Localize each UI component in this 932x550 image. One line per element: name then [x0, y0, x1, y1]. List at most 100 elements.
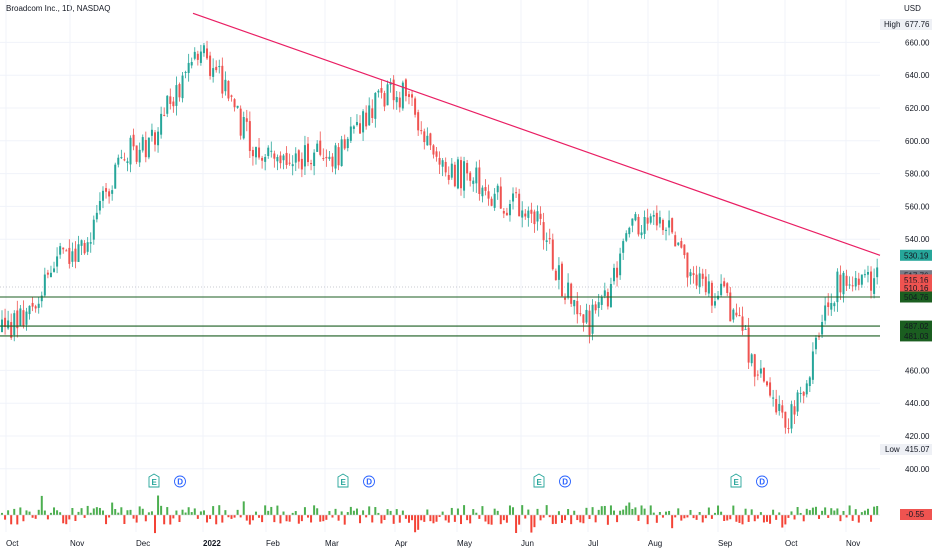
candle-body	[655, 212, 658, 226]
volume-bar	[22, 515, 25, 522]
candle-body	[536, 211, 539, 222]
candle-body	[380, 88, 383, 93]
volume-bar	[224, 510, 227, 515]
candle-body	[160, 113, 163, 135]
candle-body	[876, 267, 879, 278]
candle-body	[215, 66, 218, 71]
candle-body	[539, 213, 542, 219]
volume-bar	[334, 508, 337, 515]
volume-bar	[821, 510, 824, 515]
candle-body	[762, 367, 765, 382]
candle-body	[560, 263, 563, 297]
time-axis-label: Oct	[785, 539, 798, 548]
candle-body	[496, 185, 499, 193]
candle-body	[606, 292, 609, 307]
candle-body	[720, 283, 723, 296]
candle-body	[53, 268, 56, 272]
volume-bar	[251, 515, 254, 521]
candle-body	[447, 174, 450, 180]
candle-body	[355, 122, 358, 125]
volume-bar	[355, 508, 358, 515]
price-tag	[900, 282, 932, 294]
candle-body	[845, 275, 848, 286]
candle-body	[68, 247, 71, 264]
candle-body	[297, 150, 300, 162]
volume-bar	[530, 515, 533, 533]
candle-body	[426, 135, 429, 146]
volume-bar	[710, 515, 713, 519]
volume-bar	[505, 515, 508, 523]
candle-body	[842, 272, 845, 295]
volume-bar	[53, 507, 56, 515]
volume-bar	[527, 509, 530, 515]
volume-bar	[597, 509, 600, 515]
volume-bar	[830, 508, 833, 515]
candle-body	[101, 190, 104, 201]
price-tag	[900, 291, 932, 303]
volume-bar	[328, 511, 331, 515]
volume-bar	[646, 515, 649, 525]
volume-bar	[248, 515, 251, 525]
candle-body	[291, 164, 294, 167]
volume-bar	[7, 510, 10, 515]
volume-bar	[71, 508, 74, 515]
volume-bar	[261, 515, 264, 523]
volume-bar	[181, 509, 184, 515]
candle-body	[551, 239, 554, 270]
candle-body	[738, 315, 741, 317]
volume-bar	[579, 515, 582, 523]
volume-bar	[502, 515, 505, 521]
price-tag-label: 530.19	[904, 251, 929, 260]
candle-body	[570, 283, 573, 304]
volume-bar	[62, 515, 65, 524]
candle-body	[723, 281, 726, 287]
volume-bar	[242, 501, 245, 515]
volume-bar	[548, 515, 551, 518]
volume-bar	[383, 515, 386, 520]
event-label: E	[152, 478, 158, 487]
volume-bar	[845, 515, 848, 518]
candle-body	[784, 411, 787, 428]
volume-bar	[25, 510, 28, 515]
candle-body	[637, 216, 640, 235]
candle-body	[236, 105, 239, 108]
volume-bar	[695, 515, 698, 520]
volume-bar	[310, 515, 313, 523]
volume-bar	[297, 515, 300, 524]
volume-bar	[447, 515, 450, 523]
candle-body	[643, 217, 646, 234]
candle-body	[407, 94, 410, 97]
candle-body	[597, 302, 600, 309]
volume-bar	[56, 510, 59, 515]
volume-bar	[622, 509, 625, 515]
time-axis-label: Feb	[266, 539, 280, 548]
candle-body	[4, 317, 7, 327]
candle-body	[267, 147, 270, 157]
candle-body	[576, 300, 579, 315]
price-candles	[1, 40, 879, 434]
candle-body	[307, 143, 309, 163]
candle-body	[866, 271, 869, 275]
candle-body	[92, 219, 95, 240]
candle-body	[178, 84, 181, 98]
candle-body	[640, 232, 643, 236]
volume-bar	[585, 507, 588, 515]
volume-bar	[68, 515, 71, 520]
candle-body	[157, 131, 160, 146]
volume-bar	[221, 515, 224, 523]
volume-bar	[564, 515, 567, 521]
volume-bar	[671, 515, 674, 529]
volume-bar	[469, 515, 472, 524]
volume-bar	[1, 512, 3, 515]
candle-body	[199, 51, 202, 63]
volume-bar	[756, 515, 759, 519]
candle-body	[799, 392, 802, 394]
candle-body	[401, 82, 404, 109]
candle-body	[524, 213, 527, 217]
candle-body	[270, 150, 273, 152]
price-tag-label: 504.76	[904, 293, 929, 302]
volume-bar	[677, 508, 680, 515]
candle-body	[46, 272, 49, 275]
volume-bar	[539, 515, 542, 521]
